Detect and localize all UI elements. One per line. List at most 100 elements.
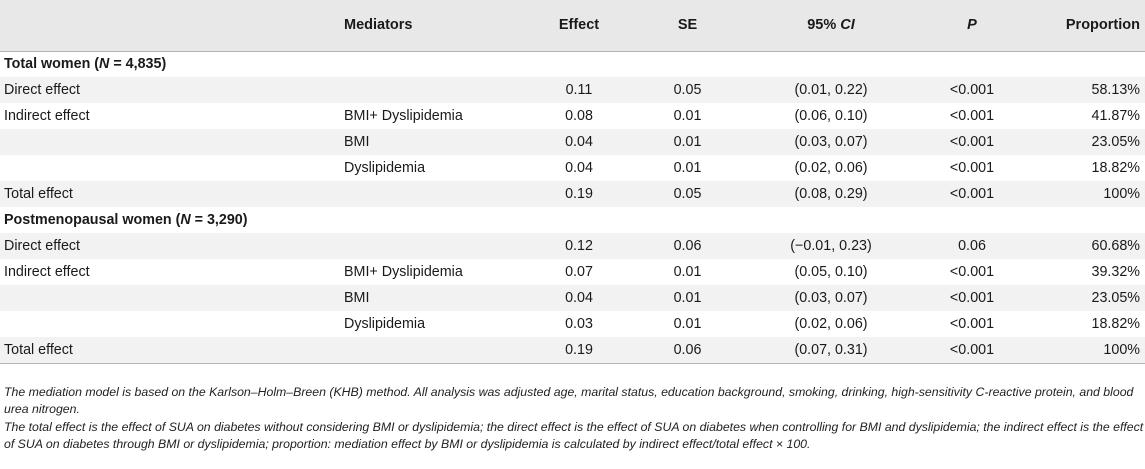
cell-se: 0.01 <box>673 264 702 280</box>
cell-se: 0.06 <box>673 238 702 254</box>
cell-effect: 0.04 <box>565 290 593 306</box>
header-p: P <box>920 0 1024 52</box>
cell-ci: (0.01, 0.22) <box>794 82 868 98</box>
cell-mediator: BMI <box>344 134 370 150</box>
cell-effect: 0.19 <box>525 337 633 364</box>
cell-proportion: 18.82% <box>1091 160 1141 176</box>
cell-proportion: 23.05% <box>1091 134 1141 150</box>
cell-label <box>0 129 331 155</box>
group-title-prefix: Postmenopausal women ( <box>4 212 181 228</box>
cell-label: Indirect effect <box>4 264 90 280</box>
cell-se: 0.05 <box>673 82 702 98</box>
cell-p: 0.06 <box>958 238 986 254</box>
cell-label <box>0 311 331 337</box>
cell-p: <0.001 <box>949 290 995 306</box>
cell-mediator: BMI <box>344 290 370 306</box>
cell-effect: 0.12 <box>565 238 593 254</box>
cell-label <box>0 155 331 181</box>
cell-p: <0.001 <box>949 316 995 332</box>
cell-effect: 0.03 <box>565 316 593 332</box>
table-row: Dyslipidemia 0.03 0.01 (0.02, 0.06) <0.001 18… <box>0 311 1145 337</box>
cell-label: Direct effect <box>4 238 81 254</box>
cell-label: Indirect effect <box>4 108 90 124</box>
cell-effect: 0.04 <box>565 160 593 176</box>
cell-mediator: BMI+ Dyslipidemia <box>344 108 463 124</box>
cell-proportion: 100% <box>1103 186 1140 202</box>
header-mediators: Mediators <box>331 0 525 52</box>
cell-se: 0.01 <box>673 316 702 332</box>
table-body: Total women (N = 4,835) Direct effect 0.11… <box>0 51 1145 364</box>
header-se: SE <box>633 0 742 52</box>
cell-mediator <box>331 337 525 364</box>
mediation-table: Mediators Effect SE 95% CI P Proportion … <box>0 0 1145 364</box>
cell-proportion: 41.87% <box>1091 108 1141 124</box>
cell-effect: 0.07 <box>565 264 593 280</box>
table-row: BMI 0.04 0.01 (0.03, 0.07) <0.001 23.05% <box>0 285 1145 311</box>
header-row: Mediators Effect SE 95% CI P Proportion <box>0 0 1145 52</box>
header-p-italic: P <box>967 17 977 34</box>
group-title: Postmenopausal women (N = 3,290) <box>0 207 1145 233</box>
group-title-suffix: = 4,835) <box>109 56 167 73</box>
cell-proportion: 18.82% <box>1091 316 1141 332</box>
cell-ci: (0.02, 0.06) <box>794 160 868 176</box>
cell-mediator: Dyslipidemia <box>344 316 426 332</box>
cell-mediator <box>331 77 525 103</box>
header-label <box>0 0 331 52</box>
cell-effect: 0.11 <box>565 82 593 98</box>
header-proportion: Proportion <box>1024 0 1145 52</box>
table-notes: The mediation model is based on the Karl… <box>0 384 1145 454</box>
cell-mediator <box>331 181 525 207</box>
cell-p: <0.001 <box>949 108 995 124</box>
cell-ci: (0.08, 0.29) <box>794 186 868 202</box>
cell-proportion: 39.32% <box>1091 264 1141 280</box>
group-title-suffix: = 3,290) <box>190 212 248 228</box>
cell-ci: (0.07, 0.31) <box>742 337 920 364</box>
cell-proportion: 60.68% <box>1091 238 1141 254</box>
cell-effect: 0.08 <box>565 108 593 124</box>
cell-se: 0.05 <box>673 186 702 202</box>
cell-proportion: 23.05% <box>1091 290 1141 306</box>
table-row: Total effect 0.19 0.06 (0.07, 0.31) <0.001 10… <box>0 337 1145 364</box>
cell-effect: 0.19 <box>565 186 593 202</box>
table-row: Direct effect 0.11 0.05 (0.01, 0.22) <0.001 5… <box>0 77 1145 103</box>
table-row: Total effect 0.19 0.05 (0.08, 0.29) <0.001 10… <box>0 181 1145 207</box>
cell-se: 0.01 <box>673 290 702 306</box>
group-header-row: Postmenopausal women (N = 3,290) <box>0 207 1145 233</box>
table-row: BMI 0.04 0.01 (0.03, 0.07) <0.001 23.05% <box>0 129 1145 155</box>
cell-label: Direct effect <box>4 82 81 98</box>
table-row: Dyslipidemia 0.04 0.01 (0.02, 0.06) <0.001 18… <box>0 155 1145 181</box>
cell-label: Total effect <box>0 337 331 364</box>
group-title-prefix: Total women ( <box>4 56 100 73</box>
header-ci-prefix: 95% <box>807 17 841 34</box>
cell-p: <0.001 <box>949 186 995 202</box>
cell-label: Total effect <box>4 186 73 202</box>
group-title-n: N <box>99 56 110 73</box>
cell-se: 0.01 <box>673 108 702 124</box>
cell-proportion: 100% <box>1024 337 1145 364</box>
note-2: The total effect is the effect of SUA on… <box>4 420 1144 451</box>
group-header-row: Total women (N = 4,835) <box>0 51 1145 77</box>
group-title-n: N <box>180 212 191 228</box>
header-ci-italic: CI <box>840 17 855 34</box>
table-row: Direct effect 0.12 0.06 (−0.01, 0.23) 0.06 60… <box>0 233 1145 259</box>
cell-ci: (0.06, 0.10) <box>794 108 868 124</box>
cell-mediator: Dyslipidemia <box>344 160 426 176</box>
table-row: Indirect effect BMI+ Dyslipidemia 0.07 0.01… <box>0 259 1145 285</box>
cell-se: 0.01 <box>673 160 702 176</box>
cell-label <box>0 285 331 311</box>
header-effect: Effect <box>525 0 633 52</box>
cell-ci: (0.02, 0.06) <box>794 316 868 332</box>
cell-ci: (0.03, 0.07) <box>794 134 868 150</box>
cell-p: <0.001 <box>920 337 1024 364</box>
cell-p: <0.001 <box>949 134 995 150</box>
cell-mediator: BMI+ Dyslipidemia <box>344 264 463 280</box>
cell-p: <0.001 <box>949 160 995 176</box>
table-row: Indirect effect BMI+ Dyslipidemia 0.08 0.01… <box>0 103 1145 129</box>
cell-mediator <box>331 233 525 259</box>
cell-se: 0.06 <box>633 337 742 364</box>
header-ci: 95% CI <box>742 0 920 52</box>
cell-ci: (0.03, 0.07) <box>794 290 868 306</box>
cell-effect: 0.04 <box>565 134 593 150</box>
cell-ci: (−0.01, 0.23) <box>790 238 872 254</box>
